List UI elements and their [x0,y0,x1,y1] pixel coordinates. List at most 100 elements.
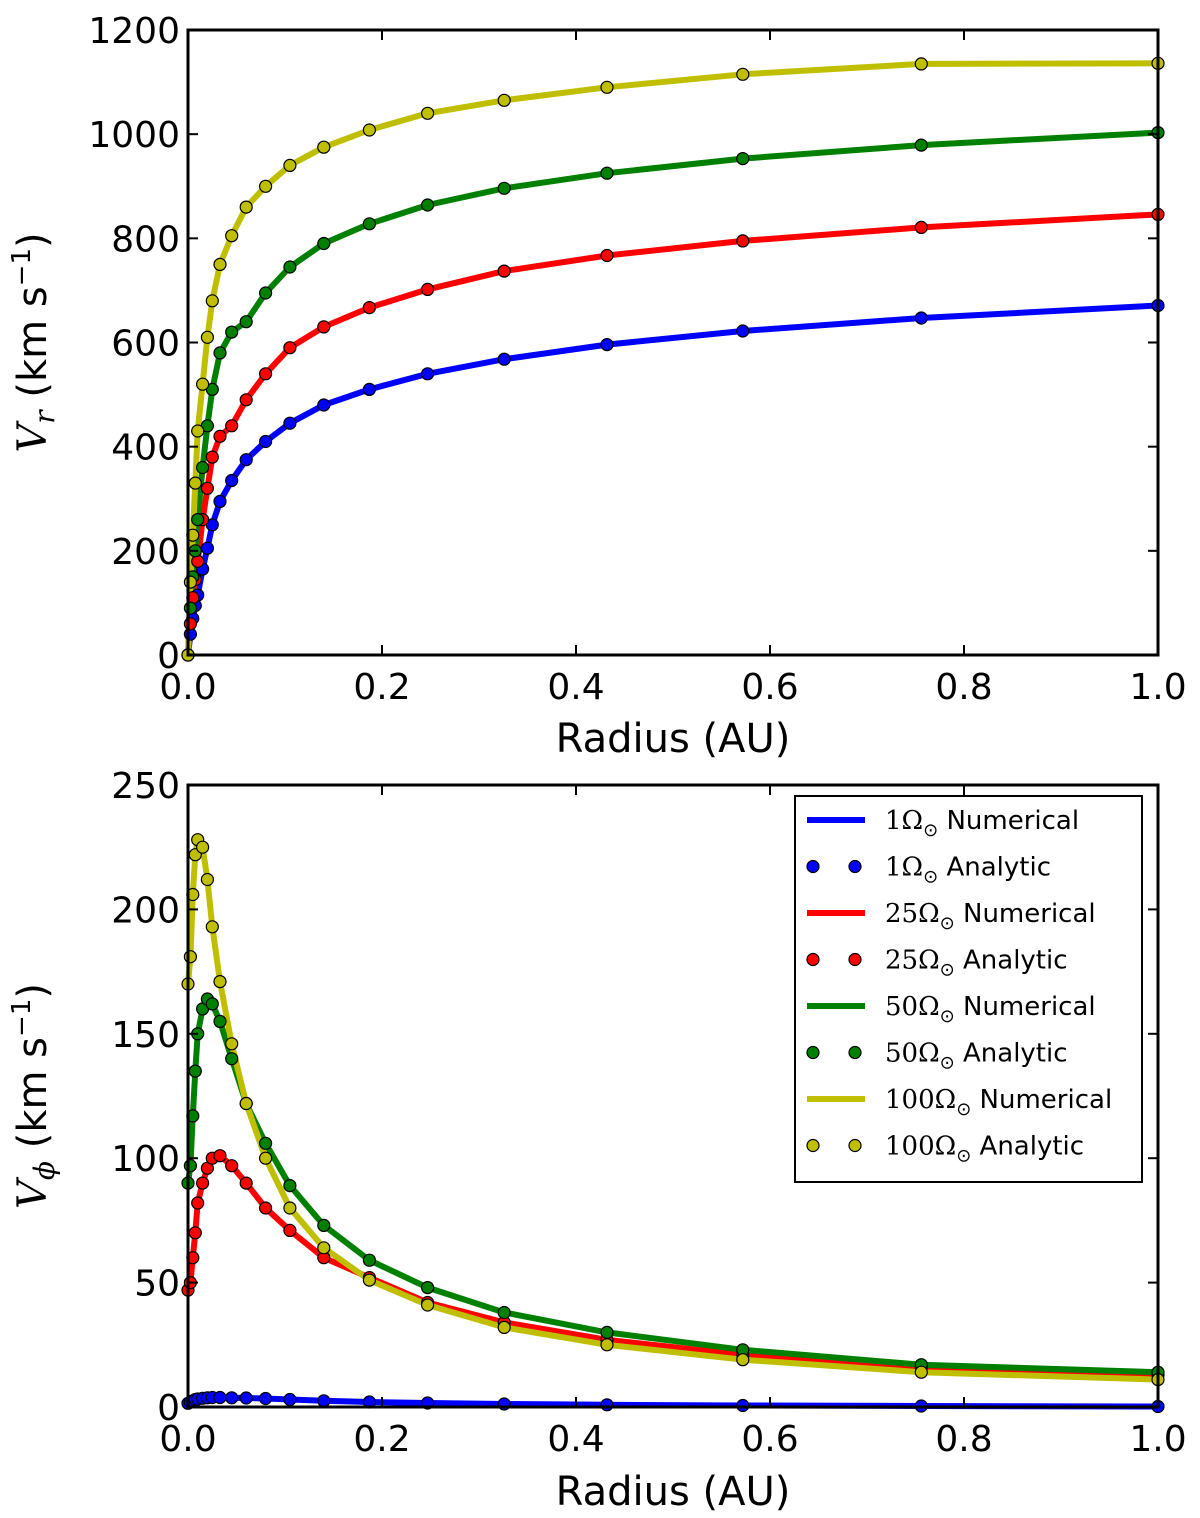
data-point [421,106,435,120]
data-point [317,320,331,334]
data-point [914,220,928,234]
data-point [497,352,511,366]
y-tick-label: 0 [157,1388,180,1429]
y-tick-label: 400 [111,428,180,469]
data-point [421,282,435,296]
data-point [497,1320,511,1335]
y-axis-label: Vϕ (km s−1) [7,983,61,1209]
data-point [239,200,253,214]
data-point [213,1149,227,1163]
chart-azimuthal-velocity: 0.0 0.2 0.4 0.6 0.8 1.0 0 50 100 150 200 250 Radius … [7,766,1187,1515]
data-point [239,1096,253,1111]
data-point [317,140,331,154]
legend-entry-label: 100Ω⊙ Analytic [885,1132,1084,1167]
legend-entry-label: 1Ω⊙ Analytic [885,853,1051,888]
y-tick-label: 600 [111,324,180,365]
data-point [317,236,331,251]
data-point [283,416,297,430]
legend-entry-label: 50Ω⊙ Analytic [885,1039,1068,1074]
y-tick-label: 200 [111,532,180,573]
data-point [188,1226,202,1240]
data-point [225,1159,239,1173]
data-point [283,1223,297,1238]
data-point [239,315,253,329]
data-point [183,1159,197,1173]
data-point [213,1390,227,1405]
data-point [225,325,239,339]
legend: 1Ω⊙ Numerical 1Ω⊙ Analytic 25Ω⊙ Numerical 2… [794,795,1143,1183]
data-point [196,460,210,475]
series-line-0 [185,302,1161,658]
data-point [600,1338,614,1352]
data-point [225,1391,239,1405]
legend-marker-swatch [848,952,862,967]
x-tick-label: 0.8 [935,1419,992,1460]
data-point [317,1394,331,1408]
data-point [239,1176,253,1190]
legend-entry-label: 25Ω⊙ Analytic [885,946,1068,981]
x-axis-label: Radius (AU) [556,716,791,762]
legend-entry-label: 100Ω⊙ Numerical [885,1085,1112,1120]
data-point [317,1218,331,1233]
data-point [914,138,928,152]
data-point [259,179,273,193]
y-tick-label: 1000 [88,115,180,156]
data-point [259,1201,273,1215]
x-tick-label: 0.4 [547,667,604,708]
data-point [736,67,750,81]
data-point [213,346,227,360]
x-tick-label: 0.0 [159,667,216,708]
data-point [362,1273,376,1287]
legend-marker-swatch [806,952,820,967]
x-tick-label: 1.0 [1129,667,1186,708]
data-point [914,311,928,325]
data-point [200,872,214,887]
x-tick-label: 0.2 [353,667,410,708]
data-point [213,429,227,443]
data-point [497,93,511,107]
data-point [421,367,435,381]
data-point [213,257,227,271]
data-point [200,541,214,555]
data-point [191,512,205,527]
data-point [225,473,239,488]
data-point [736,1353,750,1367]
data-point [283,1178,297,1193]
data-point [362,301,376,315]
data-point [362,382,376,396]
x-tick-label: 0.8 [935,667,992,708]
legend-marker-swatch [806,859,820,874]
y-axis-label: Vr (km s−1) [7,232,61,452]
data-point [421,1298,435,1312]
legend-marker-swatch [806,1138,820,1153]
legend-marker-swatch [848,1045,862,1060]
data-point [259,367,273,381]
plot-frame [186,783,1160,1409]
data-point [196,840,210,854]
data-point [183,950,197,964]
data-point [736,324,750,338]
x-tick-label: 0.6 [741,1419,798,1460]
data-point [497,1305,511,1320]
data-point [225,419,239,433]
legend-entry-label: 1Ω⊙ Numerical [885,806,1079,841]
data-point [259,1391,273,1406]
y-tick-label: 250 [111,766,180,807]
data-point [600,338,614,352]
data-point [188,1064,202,1078]
legend-entry-label: 25Ω⊙ Numerical [885,899,1096,934]
data-point [283,158,297,172]
data-point [205,294,219,308]
legend-entry-label: 50Ω⊙ Numerical [885,992,1096,1027]
legend-marker-swatch [806,1045,820,1060]
data-point [225,1037,239,1051]
data-point [200,330,214,344]
data-point [317,398,331,412]
data-point [205,997,219,1011]
legend-marker-swatch [848,859,862,874]
y-tick-label: 1200 [88,11,180,52]
data-point [191,424,205,438]
y-tick-label: 100 [111,1139,180,1180]
data-point [317,1241,331,1255]
data-point [283,260,297,274]
